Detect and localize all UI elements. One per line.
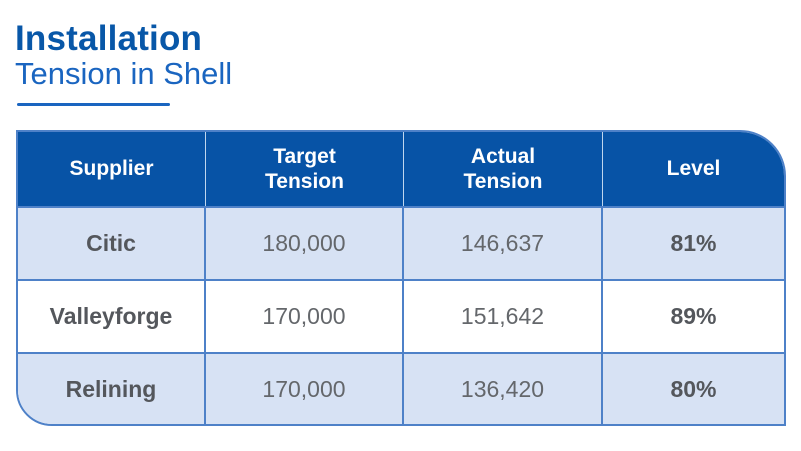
target-tension-cell: 180,000 [206, 206, 404, 279]
header-label-target-tension: Target Tension [265, 144, 344, 193]
level-cell: 80% [603, 352, 784, 424]
header-label-supplier: Supplier [69, 157, 154, 181]
header-cell-actual-tension: Actual Tension [404, 132, 603, 206]
page-subtitle: Tension in Shell [15, 55, 233, 91]
target-tension-cell: 170,000 [206, 352, 404, 424]
tension-table: Supplier Target Tension Actual Tension L… [16, 130, 786, 426]
actual-tension-cell: 136,420 [404, 352, 603, 424]
header-cell-supplier: Supplier [18, 132, 206, 206]
target-tension-cell: 170,000 [206, 279, 404, 352]
page-title: Installation [15, 19, 203, 58]
title-underline [17, 103, 170, 107]
actual-tension-cell: 151,642 [404, 279, 603, 352]
header-label-level: Level [666, 157, 721, 181]
header-label-actual-tension: Actual Tension [463, 144, 543, 193]
supplier-cell: Relining [18, 352, 206, 424]
supplier-cell: Citic [18, 206, 206, 279]
title-block: Installation Tension in Shell [15, 19, 233, 107]
header-cell-level: Level [603, 132, 784, 206]
level-cell: 81% [603, 206, 784, 279]
actual-tension-cell: 146,637 [404, 206, 603, 279]
supplier-cell: Valleyforge [18, 279, 206, 352]
header-cell-target-tension: Target Tension [206, 132, 404, 206]
level-cell: 89% [603, 279, 784, 352]
